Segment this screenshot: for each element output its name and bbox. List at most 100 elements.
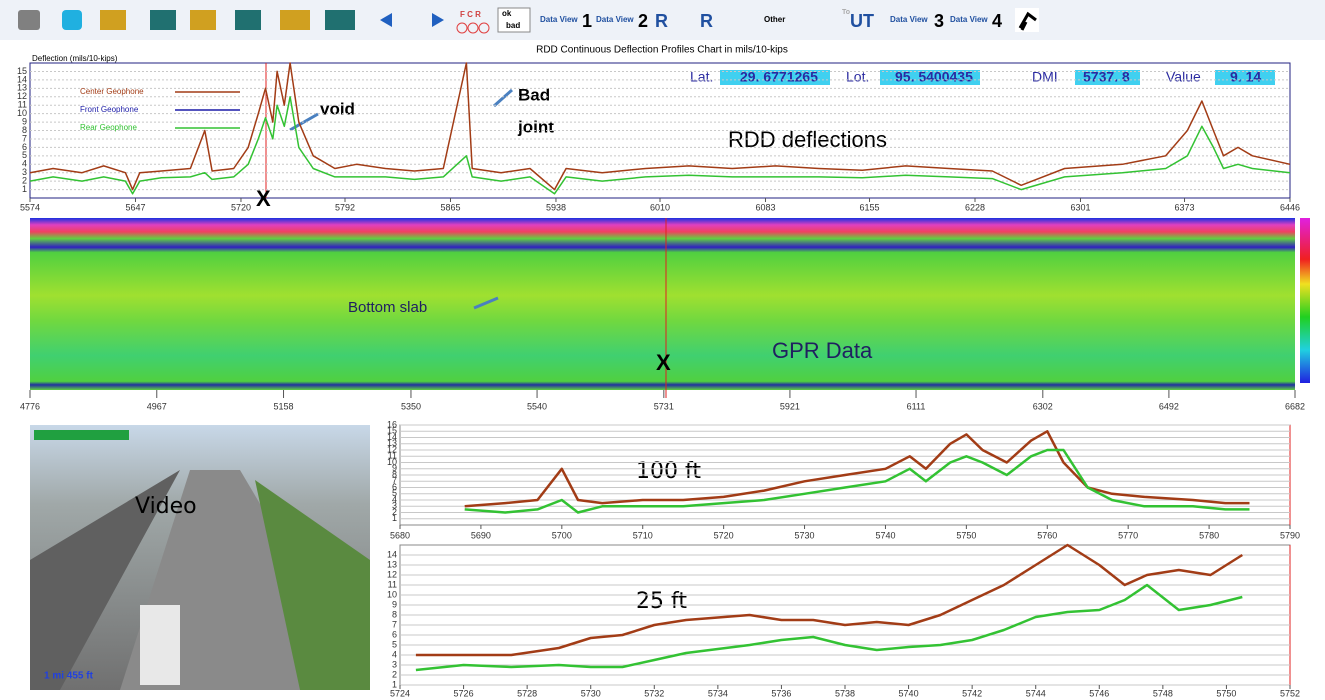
view-number[interactable]: 4 bbox=[992, 11, 1002, 31]
video-controls[interactable] bbox=[34, 430, 129, 440]
r-button[interactable]: R bbox=[655, 11, 668, 31]
legend-label: Center Geophone bbox=[80, 87, 144, 96]
y-tick-label: 5 bbox=[392, 639, 397, 649]
r-button[interactable]: R bbox=[700, 11, 713, 31]
x-tick-label: 5680 bbox=[390, 530, 410, 540]
y-tick-label: 10 bbox=[387, 589, 397, 599]
data-view-label[interactable]: Data View bbox=[890, 15, 928, 24]
x-tick-label: 5742 bbox=[962, 688, 982, 698]
lot-label: Lot. bbox=[846, 69, 869, 85]
x-tick-label: 5724 bbox=[390, 688, 410, 698]
video-distance: 1 mi 455 ft bbox=[44, 671, 94, 682]
x-tick-label: 4967 bbox=[147, 401, 167, 411]
annotation: 25 ft bbox=[636, 589, 687, 614]
y-tick-label: 8 bbox=[392, 609, 397, 619]
x-tick-label: 6373 bbox=[1175, 202, 1195, 212]
x-tick-label: 5710 bbox=[633, 530, 653, 540]
y-tick-label: 15 bbox=[17, 66, 27, 76]
x-tick-label: 5730 bbox=[581, 688, 601, 698]
x-tick-label: 5726 bbox=[454, 688, 474, 698]
x-tick-label: 5921 bbox=[780, 401, 800, 411]
x-tick-label: 6446 bbox=[1280, 202, 1300, 212]
x-tick-label: 6682 bbox=[1285, 401, 1305, 411]
x-tick-label: 5728 bbox=[517, 688, 537, 698]
x-tick-label: 6155 bbox=[860, 202, 880, 212]
y-tick-label: 11 bbox=[388, 579, 397, 589]
annotation: GPR Data bbox=[772, 338, 873, 363]
x-tick-label: 5865 bbox=[440, 202, 460, 212]
video-label: Video bbox=[135, 494, 197, 519]
y-tick-label: 6 bbox=[392, 629, 397, 639]
x-tick-label: 5574 bbox=[20, 202, 40, 212]
x-tick-label: 6010 bbox=[650, 202, 670, 212]
x-tick-label: 5744 bbox=[1026, 688, 1046, 698]
x-tick-label: 5736 bbox=[771, 688, 791, 698]
x-tick-label: 6301 bbox=[1070, 202, 1090, 212]
fcr-label: F C R bbox=[460, 10, 481, 19]
chart-title: RDD Continuous Deflection Profiles Chart… bbox=[536, 45, 788, 56]
other-button[interactable]: Other bbox=[764, 15, 785, 24]
x-tick-label: 5700 bbox=[552, 530, 572, 540]
x-tick-label: 5740 bbox=[899, 688, 919, 698]
y-axis-label: Deflection (mils/10-kips) bbox=[32, 54, 118, 63]
x-tick-label: 5792 bbox=[335, 202, 355, 212]
x-tick-label: 5780 bbox=[1199, 530, 1219, 540]
x-tick-label: 5760 bbox=[1037, 530, 1057, 540]
y-tick-label: 14 bbox=[387, 549, 397, 559]
legend-label: Front Geophone bbox=[80, 105, 139, 114]
gpr-colorbar bbox=[1300, 218, 1310, 383]
x-tick-label: 5647 bbox=[125, 202, 145, 212]
app-window: F C R ok bad Data View 1 Data View 2 R R… bbox=[0, 0, 1325, 700]
x-tick-label: 5734 bbox=[708, 688, 728, 698]
y-tick-label: 9 bbox=[392, 599, 397, 609]
settings-button[interactable] bbox=[18, 10, 40, 30]
x-tick-label: 5731 bbox=[654, 401, 674, 411]
load-button[interactable] bbox=[100, 10, 126, 30]
data-view-label[interactable]: Data View bbox=[596, 15, 634, 24]
x-tick-label: 5738 bbox=[835, 688, 855, 698]
x-tick-label: 5720 bbox=[231, 202, 251, 212]
view-number[interactable]: 3 bbox=[934, 11, 944, 31]
annotation: Bottom slab bbox=[348, 299, 427, 316]
y-tick-label: 16 bbox=[387, 419, 397, 429]
y-tick-label: 2 bbox=[392, 669, 397, 679]
x-tick-label: 5540 bbox=[527, 401, 547, 411]
x-tick-label: 5750 bbox=[956, 530, 976, 540]
tool-button[interactable] bbox=[190, 10, 216, 30]
x-tick-label: 4776 bbox=[20, 401, 40, 411]
x-tick-label: 6492 bbox=[1159, 401, 1179, 411]
view-number[interactable]: 1 bbox=[582, 11, 592, 31]
x-tick-label: 5748 bbox=[1153, 688, 1173, 698]
data-view-label[interactable]: Data View bbox=[540, 15, 578, 24]
tool-button[interactable] bbox=[235, 10, 261, 30]
x-tick-label: 6111 bbox=[907, 401, 926, 411]
x-tick-label: 5752 bbox=[1280, 688, 1300, 698]
y-tick-label: 3 bbox=[392, 659, 397, 669]
add-button[interactable] bbox=[280, 10, 310, 30]
ut-button[interactable]: UT bbox=[850, 11, 874, 31]
annotation: X bbox=[656, 350, 671, 375]
eject-button[interactable] bbox=[62, 10, 82, 30]
x-tick-label: 5350 bbox=[401, 401, 421, 411]
save-button[interactable] bbox=[150, 10, 176, 30]
ok-label: ok bbox=[502, 9, 512, 18]
annotation: void bbox=[320, 99, 355, 118]
y-tick-label: 4 bbox=[392, 649, 397, 659]
y-tick-label: 13 bbox=[387, 559, 397, 569]
annotation: joint bbox=[517, 117, 554, 136]
to-label: To bbox=[842, 9, 850, 16]
bad-label: bad bbox=[506, 21, 520, 30]
add-button[interactable] bbox=[325, 10, 355, 30]
legend-label: Rear Geophone bbox=[80, 123, 137, 132]
x-tick-label: 5938 bbox=[546, 202, 566, 212]
data-view-label[interactable]: Data View bbox=[950, 15, 988, 24]
x-tick-label: 6228 bbox=[965, 202, 985, 212]
view-number[interactable]: 2 bbox=[638, 11, 648, 31]
x-tick-label: 5750 bbox=[1216, 688, 1236, 698]
x-tick-label: 5746 bbox=[1089, 688, 1109, 698]
x-tick-label: 5720 bbox=[714, 530, 734, 540]
x-tick-label: 5732 bbox=[644, 688, 664, 698]
lat-label: Lat. bbox=[690, 69, 713, 85]
equipment-box bbox=[140, 605, 180, 685]
x-tick-label: 6302 bbox=[1033, 401, 1053, 411]
